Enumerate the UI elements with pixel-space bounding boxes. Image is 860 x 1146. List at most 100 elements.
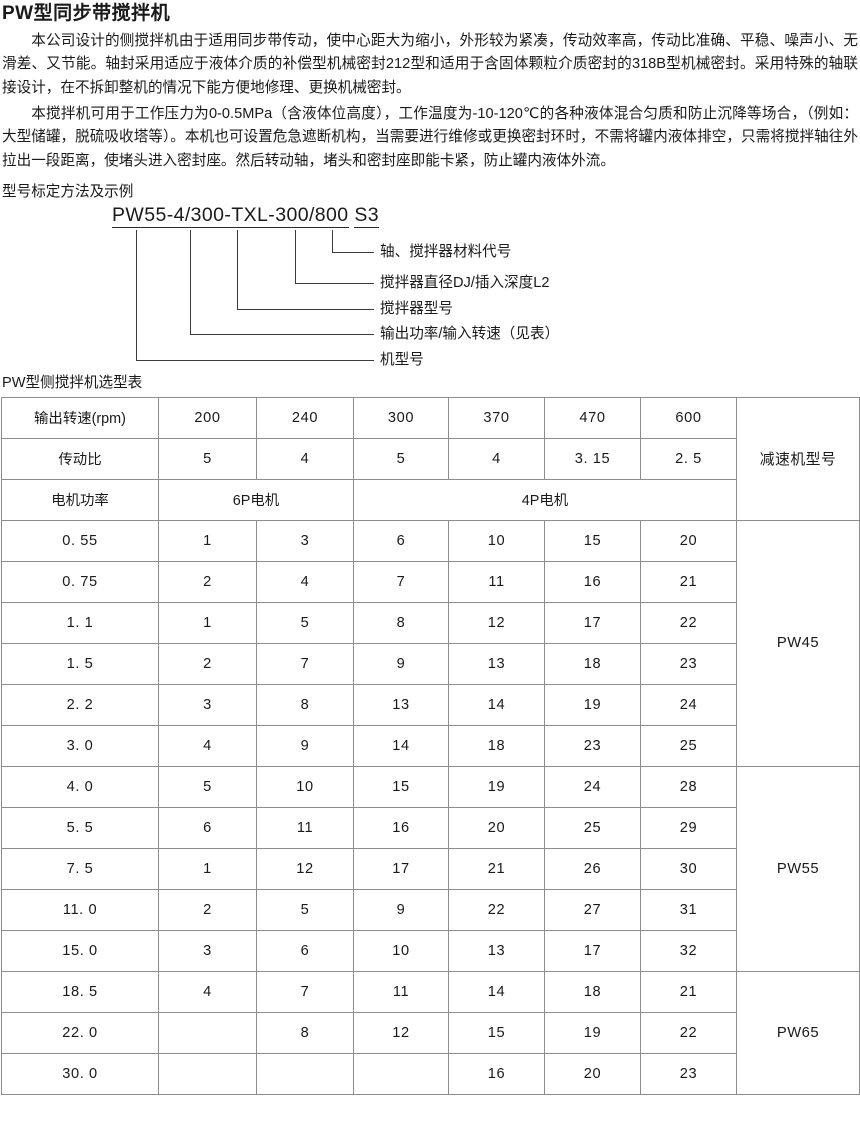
value-cell: 14 <box>353 724 449 767</box>
value-cell: 22 <box>640 601 737 644</box>
table-row: 7. 5 1 12 17 21 26 30 <box>1 847 860 890</box>
table-row: 22. 0 8 12 15 19 22 <box>1 1011 860 1054</box>
model-code-diameter-depth: 300/800 <box>275 203 349 228</box>
value-cell: 1 <box>158 847 257 890</box>
reducer-model-cell: PW55 <box>736 765 860 972</box>
value-cell: 10 <box>256 765 354 808</box>
ratio-cell: 2. 5 <box>640 437 737 480</box>
value-cell: 9 <box>256 724 354 767</box>
value-cell: 12 <box>353 1011 449 1054</box>
selection-table: 输出转速(rpm) 200 240 300 370 470 600 减速机型号 … <box>1 396 860 1095</box>
value-cell: 6 <box>158 806 257 849</box>
table-row: 5. 5 6 11 16 20 25 29 <box>1 806 860 849</box>
value-cell: 20 <box>448 806 545 849</box>
table-row: 1. 5 2 7 9 13 18 23 <box>1 642 860 685</box>
value-cell: 8 <box>256 1011 354 1054</box>
value-cell: 4 <box>158 970 257 1013</box>
value-cell: 23 <box>544 724 641 767</box>
power-cell: 3. 0 <box>1 724 159 767</box>
value-cell: 13 <box>448 929 545 972</box>
value-cell: 5 <box>158 765 257 808</box>
value-cell: 3 <box>158 683 257 726</box>
table-row: 15. 0 3 6 10 13 17 32 <box>1 929 860 972</box>
power-cell: 1. 5 <box>1 642 159 685</box>
output-speed-cell: 300 <box>353 396 449 439</box>
leader-vline-diameter <box>295 229 296 283</box>
table-row-motor-type: 电机功率 6P电机 4P电机 <box>1 478 860 521</box>
value-cell: 18 <box>544 642 641 685</box>
leader-hline-material <box>332 251 374 253</box>
leader-vline-agitator <box>237 229 238 309</box>
row-header-ratio: 传动比 <box>1 437 159 480</box>
value-cell: 29 <box>640 806 737 849</box>
value-cell: 20 <box>544 1052 641 1095</box>
model-code-sep1: - <box>166 203 174 228</box>
leader-hline-agitator <box>237 308 374 310</box>
table-row: 0. 75 2 4 7 11 16 21 <box>1 560 860 603</box>
selection-table-heading: PW型侧搅拌机选型表 <box>2 374 143 391</box>
value-cell: 6 <box>256 929 354 972</box>
row-header-output-speed: 输出转速(rpm) <box>1 396 159 439</box>
value-cell: 16 <box>448 1052 545 1095</box>
value-cell: 2 <box>158 888 257 931</box>
value-cell: 31 <box>640 888 737 931</box>
leader-vline-power-speed <box>190 229 191 334</box>
motor-type-6p-cell: 6P电机 <box>158 478 354 521</box>
value-cell: 1 <box>158 601 257 644</box>
intro-paragraph-1: 本公司设计的侧搅拌机由于适用同步带传动，使中心距大为缩小，外形较为紧凑，传动效率… <box>2 32 858 97</box>
power-cell: 4. 0 <box>1 765 159 808</box>
value-cell: 9 <box>353 888 449 931</box>
value-cell: 8 <box>256 683 354 726</box>
value-cell: 12 <box>448 601 545 644</box>
output-speed-cell: 370 <box>448 396 545 439</box>
value-cell: 4 <box>256 560 354 603</box>
value-cell: 12 <box>256 847 354 890</box>
value-cell: 3 <box>256 519 354 562</box>
model-code-machine: PW55 <box>112 203 167 228</box>
value-cell: 15 <box>353 765 449 808</box>
callout-label-machine: 机型号 <box>380 351 424 368</box>
value-cell: 24 <box>544 765 641 808</box>
value-cell-empty <box>353 1052 449 1095</box>
value-cell: 13 <box>353 683 449 726</box>
leader-vline-machine <box>136 229 137 360</box>
row-header-motor-power: 电机功率 <box>1 478 159 521</box>
value-cell: 15 <box>544 519 641 562</box>
value-cell: 26 <box>544 847 641 890</box>
value-cell: 1 <box>158 519 257 562</box>
power-cell: 0. 55 <box>1 519 159 562</box>
model-code-string: PW55-4/300-TXL-300/800 S3 <box>112 203 379 228</box>
value-cell: 21 <box>640 560 737 603</box>
value-cell: 11 <box>256 806 354 849</box>
value-cell: 19 <box>448 765 545 808</box>
value-cell: 5 <box>256 888 354 931</box>
value-cell: 22 <box>640 1011 737 1054</box>
value-cell: 23 <box>640 642 737 685</box>
value-cell: 15 <box>448 1011 545 1054</box>
power-cell: 0. 75 <box>1 560 159 603</box>
value-cell: 22 <box>448 888 545 931</box>
value-cell: 17 <box>544 929 641 972</box>
power-cell: 7. 5 <box>1 847 159 890</box>
power-cell: 18. 5 <box>1 970 159 1013</box>
intro-paragraph-2: 本搅拌机可用于工作压力为0-0.5MPa（含液体位高度），工作温度为-10-12… <box>2 105 858 169</box>
callout-label-power-speed: 输出功率/输入转速（见表） <box>380 325 560 342</box>
value-cell: 16 <box>353 806 449 849</box>
model-designation-diagram: PW55-4/300-TXL-300/800 S3 轴、搅拌器材料代号 搅拌器直… <box>0 203 860 367</box>
table-row: 11. 0 2 5 9 22 27 31 <box>1 888 860 931</box>
model-code-sep2: - <box>224 203 232 228</box>
power-cell: 1. 1 <box>1 601 159 644</box>
value-cell: 11 <box>353 970 449 1013</box>
ratio-cell: 4 <box>256 437 354 480</box>
row-header-reducer-model: 减速机型号 <box>736 396 860 521</box>
power-cell: 2. 2 <box>1 683 159 726</box>
value-cell: 24 <box>640 683 737 726</box>
value-cell: 4 <box>158 724 257 767</box>
value-cell: 2 <box>158 642 257 685</box>
leader-hline-diameter <box>295 282 374 284</box>
value-cell: 19 <box>544 683 641 726</box>
output-speed-cell: 600 <box>640 396 737 439</box>
power-cell: 15. 0 <box>1 929 159 972</box>
value-cell: 25 <box>544 806 641 849</box>
page-title: PW型同步带搅拌机 <box>2 3 171 24</box>
